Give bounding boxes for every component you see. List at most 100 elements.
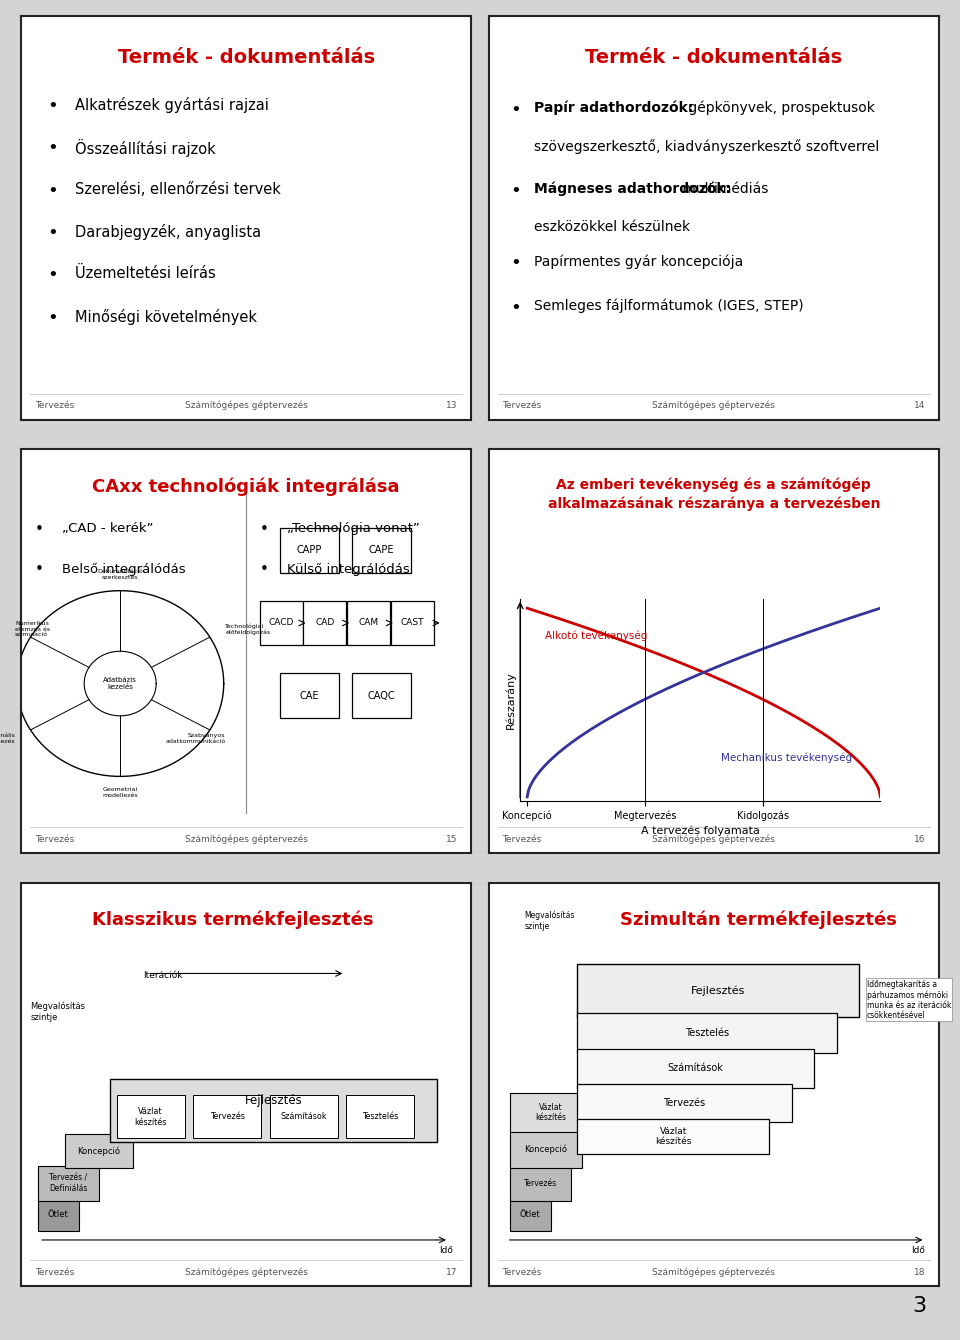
Text: Tesztelés: Tesztelés	[684, 1028, 729, 1038]
Text: Vázlat
készítés: Vázlat készítés	[655, 1127, 691, 1146]
Text: Numerikus
elemzés és
szimuláció: Numerikus elemzés és szimuláció	[15, 620, 50, 638]
FancyBboxPatch shape	[270, 1095, 338, 1138]
Text: multimédiás: multimédiás	[678, 182, 768, 196]
Text: Tervezés: Tervezés	[209, 1112, 245, 1122]
Text: CAPP: CAPP	[297, 545, 322, 555]
Text: Belső integrálódás: Belső integrálódás	[61, 563, 185, 576]
Text: eszközökkel készülnek: eszközökkel készülnek	[534, 220, 690, 234]
Text: Ötlet: Ötlet	[520, 1210, 540, 1219]
FancyBboxPatch shape	[352, 528, 411, 572]
Text: Tesztelés: Tesztelés	[362, 1112, 398, 1122]
Text: Számítógépes géptervezés: Számítógépes géptervezés	[653, 835, 775, 844]
Text: Tervezés /
Definiálás: Tervezés / Definiálás	[49, 1174, 87, 1193]
Text: Koncepcionális
modellezés: Koncepcionális modellezés	[0, 733, 15, 744]
Text: Számítások: Számítások	[280, 1112, 327, 1122]
Text: •: •	[511, 255, 521, 272]
Text: CAQC: CAQC	[368, 690, 396, 701]
FancyBboxPatch shape	[577, 1084, 792, 1122]
FancyBboxPatch shape	[37, 1198, 79, 1231]
FancyBboxPatch shape	[577, 1049, 814, 1088]
Text: CACD: CACD	[269, 619, 294, 627]
Text: Fejlesztés: Fejlesztés	[245, 1095, 302, 1107]
FancyBboxPatch shape	[577, 965, 859, 1017]
Text: Vázlat
készítés: Vázlat készítés	[535, 1103, 566, 1123]
Text: Termék - dokumentálás: Termék - dokumentálás	[118, 48, 374, 67]
Text: Külső integrálódás: Külső integrálódás	[287, 563, 410, 576]
Text: Klasszikus termékfejlesztés: Klasszikus termékfejlesztés	[92, 911, 373, 930]
Text: •: •	[511, 299, 521, 316]
Text: Tervezés: Tervezés	[35, 835, 74, 843]
FancyBboxPatch shape	[348, 600, 390, 645]
Text: 17: 17	[446, 1268, 458, 1277]
Text: •: •	[47, 139, 58, 157]
Text: CAPE: CAPE	[369, 545, 394, 555]
FancyBboxPatch shape	[116, 1095, 184, 1138]
Text: Szimultán termékfejlesztés: Szimultán termékfejlesztés	[620, 911, 898, 930]
Text: 16: 16	[914, 835, 925, 843]
Text: Adatbázis
kezelés: Adatbázis kezelés	[104, 677, 137, 690]
FancyBboxPatch shape	[510, 1198, 551, 1231]
Text: CAxx technológiák integrálása: CAxx technológiák integrálása	[92, 477, 400, 496]
Text: Idő: Idő	[440, 1246, 453, 1254]
FancyBboxPatch shape	[347, 1095, 414, 1138]
Text: Alkatrészek gyártási rajzai: Alkatrészek gyártási rajzai	[75, 96, 269, 113]
Text: „Technológia vonat”: „Technológia vonat”	[287, 523, 420, 535]
Text: 18: 18	[914, 1268, 925, 1277]
Text: Tervezés: Tervezés	[35, 401, 74, 410]
Text: Számítógépes géptervezés: Számítógépes géptervezés	[185, 401, 307, 410]
Text: 15: 15	[446, 835, 458, 843]
Text: •: •	[35, 523, 43, 537]
Text: CAM: CAM	[358, 619, 378, 627]
Text: gépkönyvek, prospektusok: gépkönyvek, prospektusok	[684, 100, 876, 115]
Text: Számítógépes géptervezés: Számítógépes géptervezés	[653, 1268, 775, 1277]
X-axis label: A tervezés folyamata: A tervezés folyamata	[641, 825, 759, 836]
Text: Tervezés: Tervezés	[502, 835, 541, 843]
FancyBboxPatch shape	[577, 1119, 769, 1154]
Text: Geometriai
modellezés: Geometriai modellezés	[103, 787, 138, 797]
Text: „CAD - kerék”: „CAD - kerék”	[61, 523, 154, 535]
Text: Tervezés: Tervezés	[663, 1097, 706, 1108]
Text: Koncepció: Koncepció	[78, 1147, 120, 1156]
Text: Tervezés: Tervezés	[35, 1268, 74, 1277]
Text: Üzemeltetési leírás: Üzemeltetési leírás	[75, 267, 216, 281]
Text: Fejlesztés: Fejlesztés	[691, 985, 746, 996]
Text: •: •	[47, 308, 58, 327]
FancyBboxPatch shape	[303, 600, 347, 645]
Text: Számítógépes géptervezés: Számítógépes géptervezés	[185, 835, 307, 844]
Text: Darabjegyzék, anyaglista: Darabjegyzék, anyaglista	[75, 224, 261, 240]
Text: Mechanikus tevékenység: Mechanikus tevékenység	[722, 752, 852, 762]
Text: Koncepció: Koncepció	[524, 1144, 567, 1154]
FancyBboxPatch shape	[510, 1093, 591, 1132]
FancyBboxPatch shape	[193, 1095, 261, 1138]
Text: Iterációk: Iterációk	[143, 972, 182, 980]
Y-axis label: Részarány: Részarány	[506, 671, 516, 729]
FancyBboxPatch shape	[280, 674, 339, 718]
Text: Megvalósítás
szintje: Megvalósítás szintje	[525, 911, 575, 931]
Text: Papírmentes gyár koncepciója: Papírmentes gyár koncepciója	[534, 255, 743, 269]
FancyBboxPatch shape	[577, 1013, 837, 1053]
Text: 13: 13	[446, 401, 458, 410]
Text: •: •	[511, 182, 521, 200]
Text: Idő: Idő	[911, 1246, 925, 1254]
Text: •: •	[47, 267, 58, 284]
Text: Számítógépes géptervezés: Számítógépes géptervezés	[185, 1268, 307, 1277]
Text: •: •	[47, 224, 58, 243]
Text: Papír adathordozók:: Papír adathordozók:	[534, 100, 693, 115]
Text: Tervezés: Tervezés	[524, 1179, 557, 1189]
Text: Semleges fájlformátumok (IGES, STEP): Semleges fájlformátumok (IGES, STEP)	[534, 299, 804, 314]
Text: Megvalósítás
szintje: Megvalósítás szintje	[30, 1002, 85, 1022]
Text: szövegszerkesztő, kiadványszerkesztő szoftverrel: szövegszerkesztő, kiadványszerkesztő szo…	[534, 139, 879, 154]
FancyBboxPatch shape	[510, 1130, 583, 1168]
FancyBboxPatch shape	[37, 1166, 99, 1201]
FancyBboxPatch shape	[510, 1166, 571, 1201]
Text: Tervezés: Tervezés	[502, 1268, 541, 1277]
FancyBboxPatch shape	[109, 1079, 437, 1142]
Text: CAD: CAD	[315, 619, 334, 627]
Text: Mágneses adathordozók:: Mágneses adathordozók:	[534, 182, 731, 196]
Text: Szerelési, ellenőrzési tervek: Szerelési, ellenőrzési tervek	[75, 182, 281, 197]
FancyBboxPatch shape	[352, 674, 411, 718]
Text: CAE: CAE	[300, 690, 319, 701]
FancyBboxPatch shape	[64, 1134, 132, 1168]
Text: Vázlat
készítés: Vázlat készítés	[134, 1107, 167, 1127]
Text: 14: 14	[914, 401, 925, 410]
